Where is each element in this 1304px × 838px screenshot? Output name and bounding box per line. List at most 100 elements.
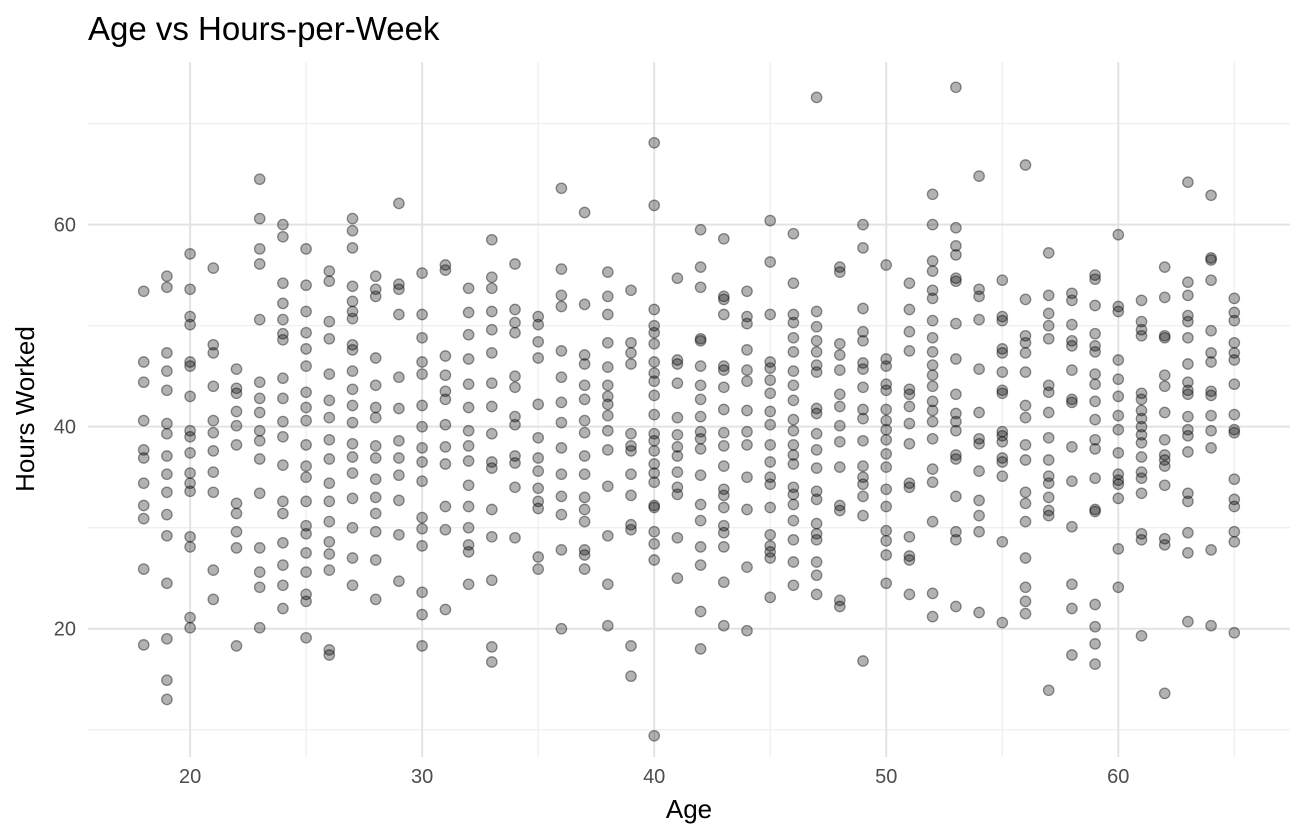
data-point: [833, 504, 846, 517]
data-point: [509, 481, 521, 494]
data-point: [137, 414, 150, 427]
x-tick-label: 20: [179, 766, 201, 788]
data-point: [161, 577, 173, 590]
data-point: [880, 461, 893, 473]
data-point: [625, 670, 637, 683]
data-point: [950, 490, 962, 503]
data-point: [648, 375, 661, 388]
data-point: [462, 578, 475, 591]
data-point: [926, 380, 939, 393]
data-point: [1019, 336, 1032, 349]
data-point: [1112, 228, 1125, 241]
data-point: [601, 308, 614, 321]
data-point: [300, 547, 312, 559]
data-point: [277, 277, 289, 290]
data-point: [137, 444, 150, 456]
data-point: [393, 434, 405, 447]
data-point: [880, 423, 893, 436]
data-point: [323, 548, 336, 560]
data-point: [1135, 487, 1148, 500]
data-point: [230, 507, 243, 520]
data-point: [1158, 331, 1171, 344]
data-point: [973, 290, 985, 303]
data-point: [369, 401, 382, 414]
data-point: [207, 445, 220, 457]
data-point: [1228, 347, 1241, 359]
data-point: [161, 427, 173, 440]
data-point: [741, 561, 753, 573]
data-point: [1112, 354, 1125, 366]
data-point: [532, 452, 545, 464]
data-point: [532, 465, 545, 477]
data-point: [184, 530, 196, 543]
data-point: [184, 424, 196, 437]
data-point: [184, 611, 196, 624]
data-point: [509, 457, 521, 469]
data-point: [1089, 269, 1101, 281]
data-point: [485, 400, 498, 413]
data-point: [1042, 477, 1055, 490]
data-point: [277, 602, 289, 615]
data-point: [1158, 291, 1171, 304]
data-point: [346, 295, 359, 308]
data-point: [1019, 439, 1032, 451]
data-point: [810, 533, 823, 546]
data-point: [393, 308, 405, 321]
data-point: [416, 368, 428, 380]
data-point: [277, 459, 289, 471]
data-point: [1089, 505, 1101, 518]
data-point: [1205, 442, 1217, 454]
data-point: [648, 356, 661, 368]
data-point: [369, 440, 382, 452]
data-point: [1042, 332, 1055, 345]
data-point: [555, 263, 568, 275]
data-point: [787, 514, 800, 527]
data-point: [880, 384, 893, 397]
data-point: [950, 449, 962, 461]
data-point: [532, 398, 545, 411]
data-point: [416, 420, 428, 433]
data-point: [625, 284, 637, 297]
data-point: [1158, 433, 1171, 446]
data-point: [137, 512, 150, 525]
data-point: [555, 468, 568, 481]
data-point: [346, 212, 359, 225]
data-point: [207, 593, 220, 606]
data-point: [369, 452, 382, 464]
data-point: [903, 530, 916, 543]
data-point: [555, 289, 568, 302]
data-point: [1135, 404, 1148, 417]
data-point: [671, 488, 684, 501]
data-point: [300, 326, 312, 339]
data-point: [253, 212, 266, 225]
data-point: [764, 362, 777, 374]
data-point: [741, 439, 753, 451]
data-point: [485, 427, 498, 440]
data-point: [393, 528, 405, 541]
data-point: [926, 255, 939, 267]
data-point: [787, 308, 800, 321]
data-point: [1042, 509, 1055, 522]
data-point: [694, 498, 707, 511]
data-point: [787, 379, 800, 392]
data-point: [671, 531, 684, 544]
data-point: [996, 452, 1009, 464]
data-point: [161, 417, 173, 430]
data-point: [277, 230, 289, 243]
data-point: [973, 525, 985, 538]
data-point: [369, 283, 382, 296]
data-point: [346, 416, 359, 429]
data-point: [555, 396, 568, 409]
data-point: [1205, 324, 1217, 337]
data-point: [184, 248, 196, 260]
data-point: [509, 381, 521, 394]
data-point: [462, 521, 475, 534]
data-point: [346, 521, 359, 534]
data-point: [741, 285, 753, 298]
data-point: [532, 431, 545, 444]
data-point: [323, 644, 336, 656]
data-point: [277, 327, 289, 340]
data-point: [787, 488, 800, 501]
y-axis-tick-labels: 20 40 60: [54, 215, 76, 641]
data-point: [601, 578, 614, 591]
